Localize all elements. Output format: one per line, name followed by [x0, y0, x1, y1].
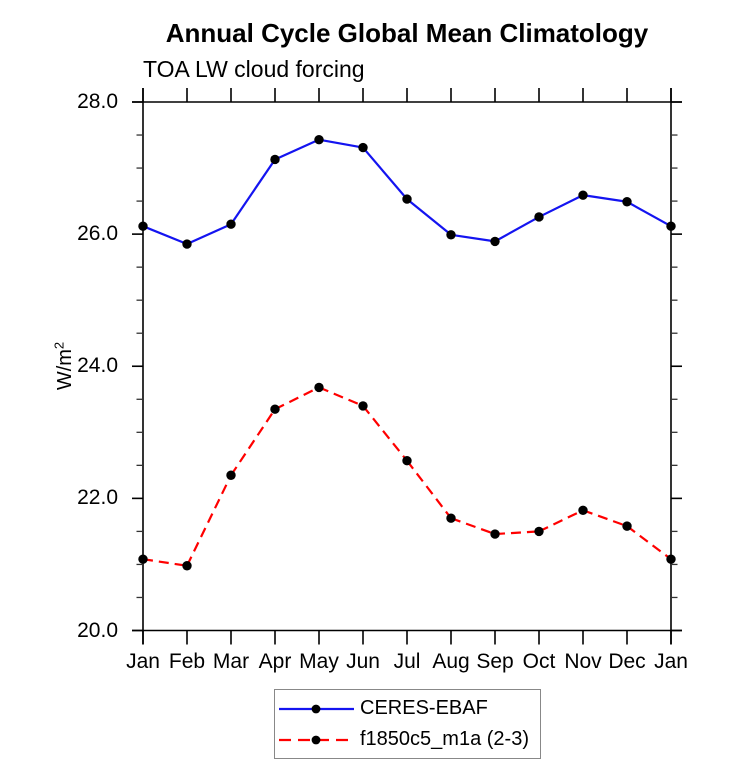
data-point-marker	[534, 212, 544, 222]
series-line-ceres-ebaf	[538, 194, 584, 218]
y-tick-label: 26.0	[77, 222, 118, 246]
series-line-ceres-ebaf	[230, 158, 276, 225]
x-tick-label: Nov	[564, 650, 602, 673]
data-point-marker	[226, 219, 236, 229]
series-line-ceres-ebaf	[318, 138, 364, 149]
data-point-marker	[578, 505, 588, 515]
series-line-f1850c5-m1a	[626, 525, 672, 561]
series-line-ceres-ebaf	[626, 200, 672, 228]
data-point-marker	[358, 142, 368, 153]
legend-marker	[311, 735, 321, 744]
legend-label: f1850c5_m1a (2-3)	[360, 728, 529, 750]
data-point-marker	[358, 401, 368, 411]
x-tick-label: May	[299, 650, 339, 673]
x-tick-label: Jun	[346, 650, 380, 673]
data-point-marker	[534, 526, 544, 537]
data-point-marker	[622, 521, 632, 531]
x-tick-label: Mar	[212, 650, 250, 673]
series-line-f1850c5-m1a	[142, 558, 188, 567]
legend-label: CERES-EBAF	[360, 697, 488, 719]
chart-subtitle: TOA LW cloud forcing	[143, 56, 365, 82]
data-point-marker	[182, 239, 192, 249]
series-line-f1850c5-m1a	[230, 408, 276, 476]
data-point-marker	[578, 190, 588, 200]
series-line-f1850c5-m1a	[406, 460, 452, 519]
series-line-f1850c5-m1a	[450, 517, 496, 536]
series-line-f1850c5-m1a	[362, 405, 408, 462]
series-line-ceres-ebaf	[274, 138, 320, 161]
chart-title: Annual Cycle Global Mean Climatology	[165, 18, 649, 48]
series-line-f1850c5-m1a	[274, 386, 320, 411]
x-tick-label: Apr	[258, 650, 292, 673]
legend-marker	[311, 704, 321, 713]
x-tick-label: Dec	[608, 650, 646, 673]
data-point-marker	[402, 194, 412, 204]
y-tick-label: 24.0	[77, 354, 118, 378]
x-tick-label: Feb	[168, 650, 206, 673]
x-tick-label: Jan	[654, 650, 688, 673]
legend-line-swatch	[279, 704, 354, 713]
series-line-f1850c5-m1a	[494, 530, 540, 536]
data-point-marker	[270, 154, 280, 165]
data-point-marker	[270, 404, 280, 414]
data-point-marker	[490, 236, 500, 247]
y-tick-label: 20.0	[77, 618, 118, 642]
data-point-marker	[314, 134, 324, 145]
data-point-marker	[446, 513, 456, 523]
data-point-marker	[138, 554, 148, 564]
data-point-marker	[402, 456, 412, 466]
legend-line-swatch	[279, 735, 354, 744]
series-line-ceres-ebaf	[494, 215, 540, 243]
data-point-marker	[666, 554, 676, 564]
legend-entry: f1850c5_m1a (2-3)	[279, 728, 540, 752]
x-tick-label: Sep	[476, 650, 514, 673]
data-point-marker	[490, 529, 500, 539]
data-point-marker	[138, 221, 148, 231]
series-line-f1850c5-m1a	[318, 386, 364, 407]
x-tick-label: Jan	[126, 650, 160, 673]
series-line-ceres-ebaf	[450, 233, 496, 243]
legend: CERES-EBAF f1850c5_m1a (2-3)	[274, 689, 541, 759]
series-line-ceres-ebaf	[582, 194, 628, 203]
x-tick-label: Aug	[432, 650, 470, 673]
data-point-marker	[182, 561, 192, 571]
series-line-ceres-ebaf	[362, 146, 408, 200]
data-point-marker	[226, 470, 236, 480]
legend-entry: CERES-EBAF	[279, 697, 540, 721]
y-tick-label: 28.0	[77, 90, 118, 113]
series-line-f1850c5-m1a	[582, 509, 628, 528]
x-tick-label: Jul	[393, 650, 421, 673]
x-tick-label: Oct	[522, 650, 556, 673]
series-line-f1850c5-m1a	[186, 474, 232, 567]
series-line-f1850c5-m1a	[538, 509, 584, 533]
series-line-ceres-ebaf	[406, 198, 452, 236]
data-point-marker	[666, 221, 676, 231]
data-point-marker	[446, 230, 456, 240]
data-point-marker	[314, 382, 324, 393]
y-tick-label: 22.0	[77, 486, 118, 510]
series-line-ceres-ebaf	[142, 225, 188, 246]
data-point-marker	[622, 197, 632, 207]
series-line-ceres-ebaf	[186, 223, 232, 246]
